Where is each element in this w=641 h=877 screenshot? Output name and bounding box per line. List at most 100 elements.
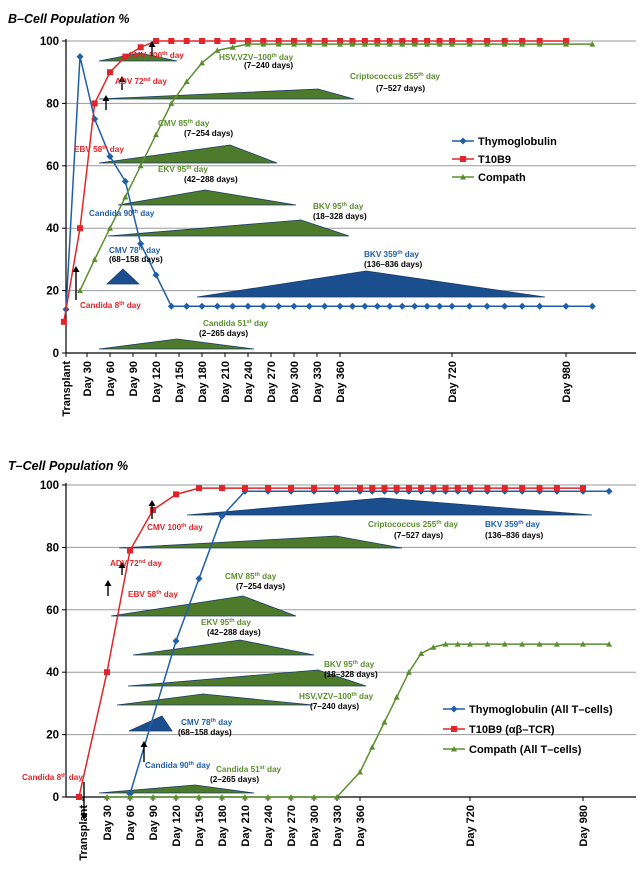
annotation-label: Candida 90th day	[145, 761, 211, 770]
data-point	[265, 794, 271, 800]
x-tick-label: Day 30	[102, 805, 114, 840]
data-point	[501, 38, 508, 44]
legend-marker	[459, 137, 467, 145]
data-point	[321, 302, 329, 310]
annotation-label: (68–158 days)	[109, 255, 163, 264]
data-point	[381, 485, 388, 492]
data-point	[196, 485, 202, 492]
y-tick-label: 80	[46, 542, 59, 554]
data-point	[336, 302, 344, 310]
y-tick-label: 100	[40, 36, 59, 48]
data-point	[321, 38, 328, 44]
series-line	[63, 40, 566, 322]
data-point	[357, 769, 363, 775]
annotation-label: BKV 95th day	[313, 202, 364, 211]
data-point	[436, 38, 443, 44]
annotation-label: BKV 359th day	[364, 250, 419, 259]
data-point	[106, 152, 114, 160]
x-tick-label: Day 360	[335, 361, 347, 403]
risk-window-triangle	[98, 52, 178, 62]
data-point	[77, 225, 83, 232]
data-point	[418, 650, 425, 656]
data-point	[519, 485, 526, 492]
data-point	[137, 162, 144, 169]
risk-window-triangle	[116, 693, 314, 706]
data-point	[152, 271, 160, 279]
data-point	[76, 53, 84, 61]
data-point	[418, 485, 425, 492]
data-point	[483, 302, 491, 310]
data-point	[374, 38, 381, 44]
data-point	[122, 53, 129, 60]
data-point	[361, 38, 368, 44]
data-point	[436, 41, 443, 47]
data-point	[150, 794, 156, 800]
data-point	[173, 794, 179, 800]
y-tick-label: 40	[46, 223, 59, 235]
data-point	[349, 38, 356, 44]
x-tick-label: Day 180	[217, 805, 229, 847]
data-point	[195, 575, 203, 583]
annotation-label: (42–288 days)	[207, 628, 261, 637]
data-point	[399, 41, 406, 47]
data-point	[553, 485, 560, 492]
annotation-label: EBV 58th day	[74, 145, 124, 154]
annotation-label: CMV 100th day	[147, 523, 203, 532]
data-point	[454, 641, 461, 647]
arrow-head	[148, 41, 156, 47]
annotation-label: HSV,VZV–100th day	[299, 692, 374, 701]
risk-window-triangle	[186, 497, 593, 516]
annotation-label: ADV 72nd day	[115, 77, 167, 86]
x-tick-label: Day 90	[148, 805, 160, 840]
data-point	[91, 256, 98, 262]
data-point	[536, 41, 543, 47]
legend-label: Thymoglobulin	[478, 136, 557, 148]
data-point	[183, 78, 190, 85]
data-point	[311, 485, 317, 492]
data-point	[393, 485, 400, 492]
data-point	[605, 487, 613, 495]
data-point	[411, 38, 418, 44]
data-point	[104, 794, 110, 800]
data-point	[484, 41, 491, 47]
data-point	[361, 41, 368, 47]
data-point	[405, 669, 412, 675]
annotation-label: EKV 95th day	[201, 618, 251, 627]
x-tick-label: Day 240	[243, 361, 255, 403]
annotation-label: Candida 90th day	[89, 209, 155, 218]
data-point	[153, 131, 159, 138]
x-tick-label: Day 980	[578, 805, 590, 847]
data-point	[213, 302, 221, 310]
annotation-label: ADV 72nd day	[110, 559, 162, 568]
data-point	[430, 485, 437, 492]
data-point	[153, 38, 159, 44]
annotation-label: CMV 78th day	[109, 246, 161, 255]
data-point	[484, 38, 491, 44]
annotation-label: BKV 95th day	[324, 660, 375, 669]
x-tick-label: Day 90	[128, 361, 140, 396]
data-point	[121, 177, 129, 185]
x-tick-label: Day 60	[105, 361, 117, 396]
chart-title: T–Cell Population %	[8, 459, 128, 473]
data-point	[219, 794, 225, 800]
data-point	[518, 302, 526, 310]
annotation-label: EKV 95th day	[158, 165, 208, 174]
risk-window-triangle	[98, 88, 355, 100]
data-point	[536, 302, 544, 310]
y-tick-label: 40	[46, 667, 59, 679]
data-point	[229, 38, 236, 44]
x-tick-label: Day 270	[266, 361, 278, 403]
data-point	[122, 194, 129, 200]
legend-label: Compath (All T–cells)	[469, 744, 582, 756]
data-point	[588, 302, 596, 310]
data-point	[288, 794, 294, 800]
data-point	[442, 485, 449, 492]
annotation-label: Candida 51st day	[216, 765, 282, 774]
data-point	[349, 41, 356, 47]
annotation-label: CMV 85th day	[158, 119, 210, 128]
data-point	[449, 38, 455, 44]
data-point	[536, 641, 543, 647]
data-point	[580, 485, 586, 492]
data-point	[449, 41, 455, 47]
data-point	[536, 485, 543, 492]
